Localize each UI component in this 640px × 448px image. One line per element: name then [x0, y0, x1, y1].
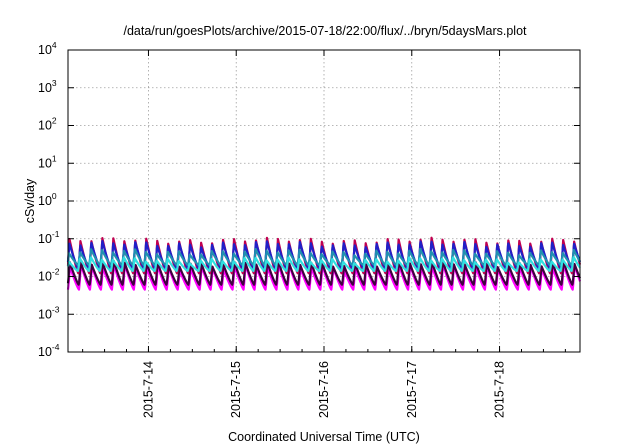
chart-title: /data/run/goesPlots/archive/2015-07-18/2… — [123, 24, 527, 38]
x-axis: 2015-7-14 2015-7-15 2015-7-16 2015-7-17 2015… — [82, 50, 566, 418]
x-tick-label: 2015-7-16 — [317, 361, 331, 418]
y-axis-label: cSv/day — [23, 178, 37, 223]
series-line-5 — [66, 247, 581, 267]
y-tick-label: 104 — [38, 40, 57, 57]
series-line-6 — [66, 256, 581, 273]
x-tick-label: 2015-7-15 — [229, 361, 243, 418]
y-tick-label: 10-1 — [38, 229, 60, 246]
x-tick-label: 2015-7-14 — [141, 361, 155, 418]
y-tick-label: 101 — [38, 153, 57, 170]
series-group — [66, 236, 582, 291]
y-axis: 10-4 10-3 10-2 10-1 100 101 102 103 104 — [38, 40, 580, 359]
y-tick-label: 10-3 — [38, 304, 60, 321]
y-tick-label: 10-4 — [38, 342, 60, 359]
x-tick-label: 2015-7-18 — [493, 361, 507, 418]
y-tick-label: 102 — [38, 116, 57, 133]
x-axis-label: Coordinated Universal Time (UTC) — [228, 430, 420, 444]
grid — [68, 50, 580, 352]
y-tick-label: 10-2 — [38, 267, 60, 284]
y-tick-label: 100 — [38, 191, 57, 208]
x-tick-label: 2015-7-17 — [405, 361, 419, 418]
y-tick-label: 103 — [38, 78, 57, 95]
series-line-2 — [66, 259, 582, 286]
